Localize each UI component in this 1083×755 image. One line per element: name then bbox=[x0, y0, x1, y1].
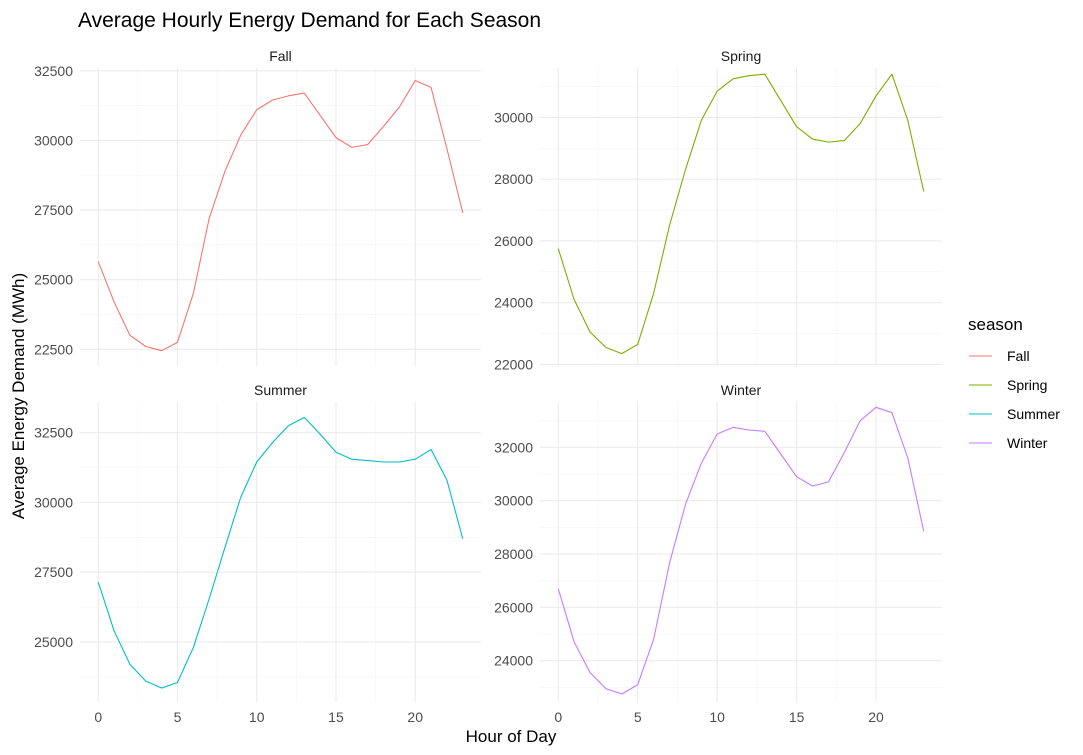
legend-label-winter: Winter bbox=[1007, 435, 1048, 451]
legend-label-summer: Summer bbox=[1007, 406, 1060, 422]
legend: season Fall Spring Summer Winter bbox=[968, 315, 1060, 451]
y-tick-label: 27500 bbox=[34, 564, 73, 580]
legend-item-winter: Winter bbox=[969, 435, 1048, 451]
legend-title: season bbox=[968, 315, 1023, 334]
y-tick-label: 22500 bbox=[34, 341, 73, 357]
y-tick-label: 28000 bbox=[494, 171, 533, 187]
strip-label-spring: Spring bbox=[721, 48, 761, 64]
x-tick-label: 15 bbox=[789, 709, 805, 725]
y-tick-label: 30000 bbox=[34, 494, 73, 510]
panel-summer: Summer 25000 27500 30000 32500 0 5 10 15 20 bbox=[34, 382, 481, 725]
y-tick-label: 30000 bbox=[494, 493, 533, 509]
y-tick-label: 24000 bbox=[494, 295, 533, 311]
legend-item-fall: Fall bbox=[969, 348, 1030, 364]
y-tick-label: 24000 bbox=[494, 653, 533, 669]
y-tick-label: 25000 bbox=[34, 634, 73, 650]
y-tick-label: 25000 bbox=[34, 272, 73, 288]
y-tick-label: 26000 bbox=[494, 233, 533, 249]
facet-panels: Fall 22500 25000 27500 30000 32500 Spring 22000… bbox=[34, 48, 942, 725]
x-tick-label: 10 bbox=[709, 709, 725, 725]
series-line-fall bbox=[97, 79, 464, 352]
y-tick-label: 30000 bbox=[494, 109, 533, 125]
y-tick-label: 32500 bbox=[34, 425, 73, 441]
x-tick-label: 15 bbox=[328, 709, 344, 725]
series-line-winter bbox=[557, 406, 925, 695]
y-tick-label: 22000 bbox=[494, 356, 533, 372]
x-tick-label: 20 bbox=[868, 709, 884, 725]
y-axis-label: Average Energy Demand (MWh) bbox=[9, 273, 28, 519]
strip-label-fall: Fall bbox=[269, 48, 292, 64]
legend-label-spring: Spring bbox=[1007, 377, 1047, 393]
x-tick-label: 5 bbox=[634, 709, 642, 725]
y-tick-label: 32000 bbox=[494, 439, 533, 455]
series-line-spring bbox=[557, 73, 925, 355]
x-tick-label: 10 bbox=[249, 709, 265, 725]
strip-label-winter: Winter bbox=[721, 382, 762, 398]
strip-label-summer: Summer bbox=[254, 382, 307, 398]
y-tick-label: 32500 bbox=[34, 63, 73, 79]
y-tick-label: 28000 bbox=[494, 546, 533, 562]
panel-winter: Winter 24000 26000 28000 30000 32000 0 5 10 15 20 bbox=[494, 382, 942, 725]
y-tick-label: 30000 bbox=[34, 132, 73, 148]
x-tick-label: 5 bbox=[174, 709, 182, 725]
x-axis-label: Hour of Day bbox=[466, 727, 557, 746]
x-tick-label: 0 bbox=[554, 709, 562, 725]
x-tick-label: 20 bbox=[407, 709, 423, 725]
panel-fall: Fall 22500 25000 27500 30000 32500 bbox=[34, 48, 481, 366]
legend-item-spring: Spring bbox=[969, 377, 1047, 393]
series-line-summer bbox=[97, 416, 464, 689]
y-tick-label: 27500 bbox=[34, 202, 73, 218]
x-tick-label: 0 bbox=[94, 709, 102, 725]
legend-item-summer: Summer bbox=[969, 406, 1060, 422]
y-tick-label: 26000 bbox=[494, 599, 533, 615]
legend-label-fall: Fall bbox=[1007, 348, 1030, 364]
panel-spring: Spring 22000 24000 26000 28000 30000 bbox=[494, 48, 942, 372]
chart-title: Average Hourly Energy Demand for Each Se… bbox=[78, 9, 541, 32]
